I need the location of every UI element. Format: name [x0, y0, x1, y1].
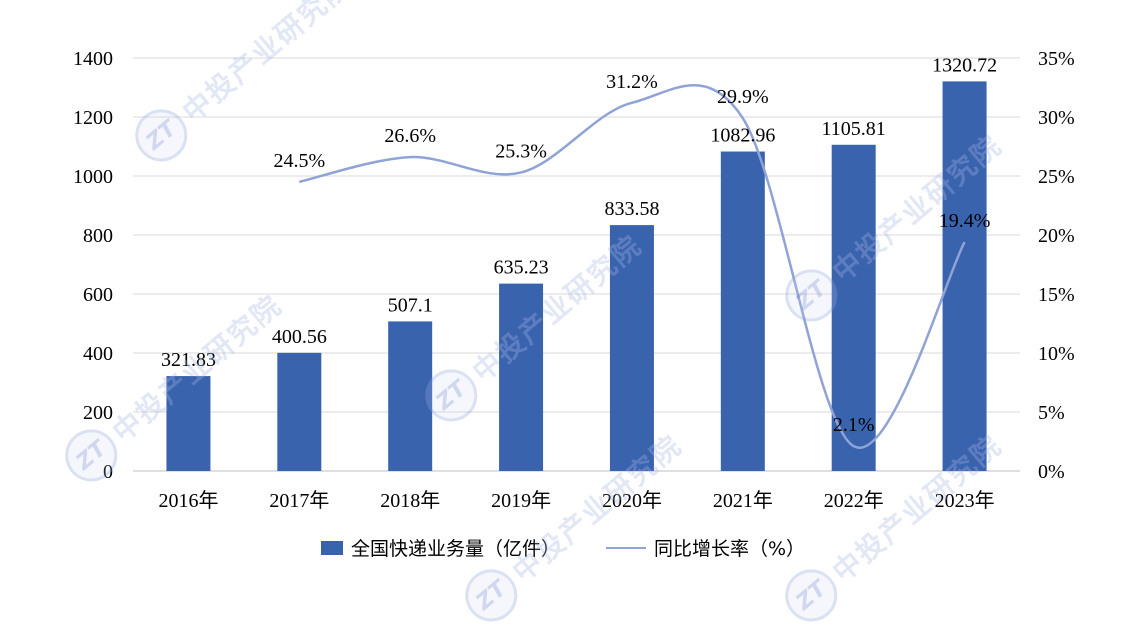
y-left-tick-label: 600	[83, 284, 113, 306]
y-left-tick-label: 400	[83, 343, 113, 365]
growth-value-label: 31.2%	[606, 71, 658, 93]
bar	[166, 376, 210, 471]
x-tick-label: 2023年	[935, 489, 995, 512]
bar-value-label: 1082.96	[710, 125, 775, 147]
legend-label-growth: 同比增长率（%）	[654, 534, 805, 561]
x-tick-label: 2022年	[824, 489, 884, 512]
y-right-tick-label: 0%	[1038, 461, 1065, 483]
y-right-tick-label: 5%	[1038, 402, 1065, 424]
growth-value-label: 26.6%	[384, 125, 436, 147]
bar	[721, 152, 765, 471]
watermark-logo-icon: ZT	[455, 559, 528, 632]
bar-value-label: 1320.72	[932, 54, 997, 76]
x-tick-label: 2018年	[380, 489, 440, 512]
y-right-tick-label: 20%	[1038, 225, 1075, 247]
y-right-tick-label: 25%	[1038, 166, 1075, 188]
y-right-tick-label: 10%	[1038, 343, 1075, 365]
watermark-logo-icon: ZT	[775, 559, 848, 632]
bar-series	[166, 81, 986, 471]
legend-item-volume: 全国快递业务量（亿件）	[321, 534, 560, 561]
chart: 321.83 400.56 507.1 635.23 833.58 1082.96 1105…	[0, 0, 1126, 530]
y-right-tick-label: 35%	[1038, 48, 1075, 70]
y-left-tick-label: 200	[83, 402, 113, 424]
bar-value-label: 833.58	[604, 198, 659, 220]
y-left-tick-label: 1400	[73, 48, 113, 70]
legend-swatch-line	[606, 547, 646, 549]
y-left-tick-label: 800	[83, 225, 113, 247]
bar-value-label: 321.83	[161, 349, 216, 371]
legend-label-volume: 全国快递业务量（亿件）	[351, 534, 560, 561]
bar	[610, 225, 654, 471]
growth-value-label: 2.1%	[833, 414, 875, 436]
growth-value-label: 25.3%	[495, 140, 547, 162]
bar	[277, 353, 321, 471]
bar-value-label: 635.23	[494, 257, 549, 279]
x-tick-label: 2020年	[602, 489, 662, 512]
growth-value-label: 19.4%	[939, 210, 991, 232]
axes: 0 200 400 600 800 1000 1200 1400 0% 5% 10% 15% 20% 25…	[73, 48, 1075, 512]
y-right-tick-label: 30%	[1038, 107, 1075, 129]
x-tick-label: 2016年	[158, 489, 218, 512]
gridlines	[133, 58, 1020, 471]
legend: 全国快递业务量（亿件） 同比增长率（%）	[0, 534, 1126, 561]
x-tick-label: 2017年	[269, 489, 329, 512]
bar	[388, 321, 432, 471]
y-left-tick-label: 1200	[73, 107, 113, 129]
bar	[499, 284, 543, 471]
x-tick-label: 2021年	[713, 489, 773, 512]
bar-value-label: 1105.81	[822, 118, 886, 140]
bar-value-label: 400.56	[272, 326, 327, 348]
growth-value-label: 29.9%	[717, 86, 769, 108]
y-right-tick-label: 15%	[1038, 284, 1075, 306]
bar-value-label: 507.1	[388, 294, 433, 316]
y-left-tick-label: 0	[103, 461, 113, 483]
legend-item-growth: 同比增长率（%）	[606, 534, 805, 561]
legend-swatch-bar	[321, 541, 343, 555]
growth-value-label: 24.5%	[273, 150, 325, 172]
x-tick-label: 2019年	[491, 489, 551, 512]
y-left-tick-label: 1000	[73, 166, 113, 188]
